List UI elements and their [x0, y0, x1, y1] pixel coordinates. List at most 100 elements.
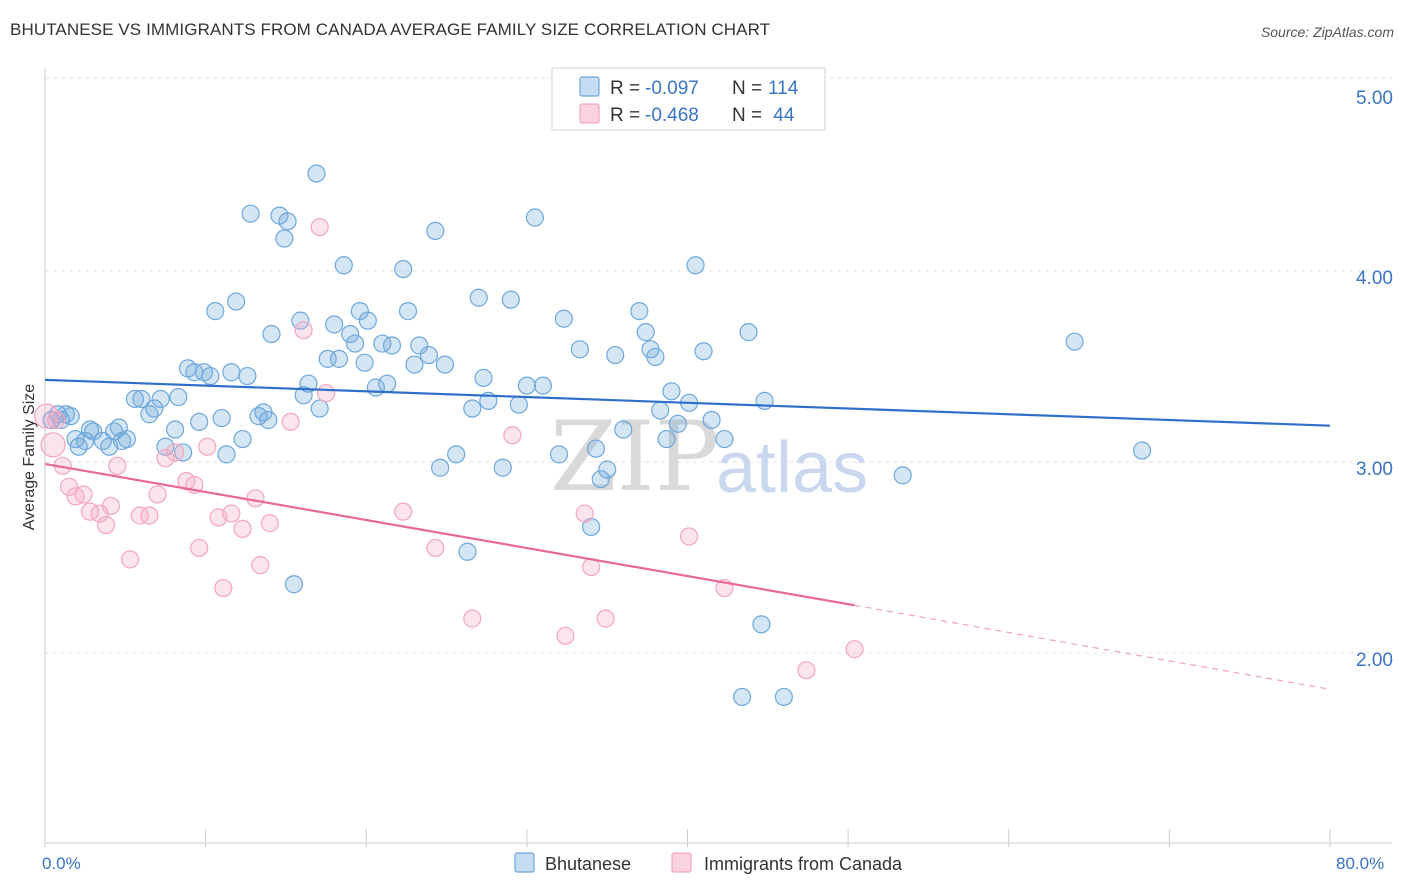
point-bhutanese-43 [275, 229, 294, 248]
point-immigrants-canada-41 [680, 527, 699, 546]
point-bhutanese-30 [206, 302, 225, 321]
point-bhutanese-99 [662, 382, 681, 401]
point-bhutanese-69 [426, 221, 445, 240]
point-immigrants-canada-0 [34, 403, 60, 429]
point-immigrants-canada-30 [294, 321, 313, 340]
point-bhutanese-86 [570, 340, 589, 359]
point-immigrants-canada-25 [233, 519, 252, 538]
point-immigrants-canada-10 [101, 496, 120, 516]
watermark-atlas: atlas [716, 428, 868, 508]
point-immigrants-canada-15 [148, 485, 167, 504]
point-bhutanese-70 [431, 458, 450, 477]
point-immigrants-canada-23 [214, 578, 233, 598]
point-bhutanese-54 [334, 256, 353, 275]
bottom-legend-label-bhutanese: Bhutanese [545, 854, 631, 874]
y-tick-label-1: 3.00 [1356, 459, 1393, 480]
point-bhutanese-84 [549, 445, 569, 464]
y-tick-label-2: 4.00 [1356, 268, 1393, 289]
point-bhutanese-82 [525, 208, 545, 227]
point-bhutanese-32 [217, 445, 236, 464]
gridlines [45, 77, 1392, 654]
point-bhutanese-91 [606, 345, 625, 365]
point-bhutanese-35 [233, 429, 252, 449]
point-bhutanese-103 [694, 342, 713, 361]
point-bhutanese-47 [294, 386, 313, 405]
point-immigrants-canada-12 [121, 550, 140, 569]
point-immigrants-canada-33 [394, 502, 413, 521]
point-bhutanese-90 [598, 460, 617, 479]
point-bhutanese-66 [405, 355, 424, 374]
point-bhutanese-79 [501, 290, 520, 309]
point-bhutanese-73 [458, 542, 477, 561]
chart-title: BHUTANESE VS IMMIGRANTS FROM CANADA AVER… [10, 20, 771, 39]
point-bhutanese-45 [284, 575, 304, 594]
y-axis-label: Average Family Size [21, 384, 38, 531]
point-bhutanese-22 [166, 420, 185, 439]
legend-n-value-1: 44 [768, 105, 795, 126]
point-bhutanese-9 [84, 422, 103, 441]
point-immigrants-canada-20 [190, 538, 209, 558]
point-immigrants-canada-4 [59, 477, 79, 496]
point-immigrants-canada-43 [797, 661, 816, 680]
y-tick-label-3: 5.00 [1356, 88, 1393, 109]
point-bhutanese-62 [378, 374, 397, 393]
point-bhutanese-4 [61, 407, 80, 426]
point-bhutanese-75 [469, 288, 488, 307]
point-bhutanese-55 [341, 324, 360, 344]
point-immigrants-canada-17 [166, 443, 185, 462]
point-bhutanese-16 [125, 389, 145, 409]
point-bhutanese-2 [51, 410, 71, 430]
point-immigrants-canada-21 [198, 437, 217, 456]
point-bhutanese-19 [145, 399, 164, 418]
point-bhutanese-44 [278, 212, 297, 231]
point-immigrants-canada-37 [556, 626, 575, 645]
point-bhutanese-56 [345, 334, 365, 353]
y-tick-label-0: 2.00 [1356, 650, 1393, 671]
legend-n-label-0: N = [732, 78, 762, 99]
point-bhutanese-64 [394, 259, 413, 279]
point-immigrants-canada-2 [47, 410, 66, 430]
point-bhutanese-93 [630, 302, 649, 321]
point-bhutanese-23 [169, 387, 188, 407]
point-bhutanese-92 [614, 420, 633, 439]
point-bhutanese-112 [1065, 332, 1084, 351]
point-immigrants-canada-24 [222, 504, 241, 523]
point-bhutanese-17 [132, 389, 151, 409]
point-bhutanese-41 [262, 324, 281, 344]
point-bhutanese-106 [733, 687, 752, 707]
point-bhutanese-59 [358, 311, 377, 330]
point-bhutanese-52 [325, 315, 344, 334]
point-bhutanese-100 [668, 414, 687, 433]
series-immigrants-canada-points [34, 217, 864, 680]
point-bhutanese-102 [686, 256, 705, 275]
point-immigrants-canada-38 [575, 504, 594, 523]
point-bhutanese-108 [752, 615, 771, 634]
legend-swatch-immigrants-canada [579, 103, 600, 124]
point-immigrants-canada-14 [140, 506, 159, 525]
point-bhutanese-18 [140, 405, 159, 424]
point-immigrants-canada-34 [426, 538, 445, 558]
point-bhutanese-83 [533, 376, 553, 395]
chart-source: Source: ZipAtlas.com [1260, 24, 1394, 40]
x-tick-label-min: 0.0% [42, 854, 81, 873]
point-bhutanese-98 [657, 429, 676, 449]
legend-n-value-0: 114 [768, 78, 799, 99]
watermark: ZIP atlas [550, 401, 868, 513]
point-bhutanese-20 [151, 389, 170, 409]
legend-r-label-1: R = [610, 105, 640, 126]
point-bhutanese-96 [646, 347, 665, 367]
watermark-zip: ZIP [550, 401, 719, 513]
point-bhutanese-58 [355, 353, 374, 372]
legend-r-value-0: -0.097 [645, 78, 699, 99]
legend-box: R = -0.097 N = 114 R = -0.468 N = 44 [551, 67, 826, 131]
point-bhutanese-71 [435, 355, 455, 374]
point-bhutanese-34 [227, 292, 246, 311]
point-bhutanese-76 [474, 368, 493, 388]
trend-line-bhutanese [44, 378, 1331, 427]
point-immigrants-canada-6 [74, 485, 93, 504]
point-immigrants-canada-44 [845, 640, 864, 659]
point-immigrants-canada-11 [108, 456, 127, 475]
point-bhutanese-97 [651, 401, 670, 420]
legend-swatch-bhutanese [579, 76, 600, 97]
point-bhutanese-89 [591, 470, 610, 489]
